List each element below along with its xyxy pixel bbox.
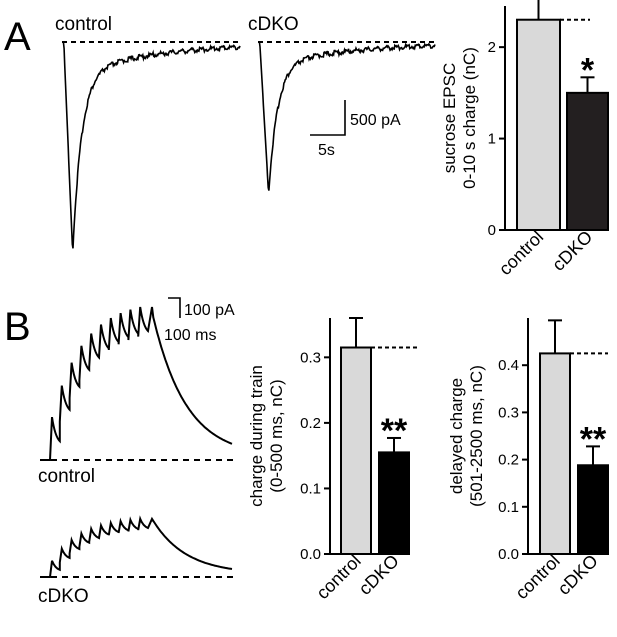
- significance-marker: **: [381, 412, 408, 450]
- panel-a-control-trace: [62, 41, 241, 249]
- category-label-control: control: [511, 551, 563, 603]
- panel-b-control-label: control: [38, 466, 95, 487]
- y-tick-label: 0.1: [498, 499, 519, 516]
- category-label-control: control: [495, 227, 547, 279]
- panel-a-scale-bar: [310, 100, 346, 136]
- panel-b-cdko-label: cDKO: [38, 586, 89, 607]
- y-tick-label: 0: [488, 222, 496, 239]
- y-tick-label: 1: [488, 131, 496, 148]
- bar-cdko: [378, 451, 410, 555]
- panel-b-scale-bar: [168, 297, 181, 318]
- panel-a-control-label: control: [55, 14, 112, 35]
- panel-a-cdko-trace: [258, 41, 436, 191]
- y-tick-label: 0.2: [300, 415, 321, 432]
- category-label-cdko: cDKO: [548, 227, 596, 275]
- y-tick-label: 0.4: [498, 357, 519, 374]
- y-tick-label: 0.0: [498, 546, 519, 563]
- bar-cdko: [577, 464, 609, 556]
- significance-marker: *: [581, 51, 595, 89]
- chart-sucrose-epsc: control cDKO * 0 1 2 sucrose EPSC 0-10 s charge…: [440, 0, 609, 279]
- y-tick-label: 0.3: [300, 349, 321, 366]
- y-axis-title-line-1: charge during train: [247, 365, 266, 507]
- panel-b-scale-y-label: 100 pA: [184, 302, 235, 319]
- y-axis-title-line-2: 0-10 s charge (nC): [460, 47, 479, 189]
- bar-control: [516, 18, 561, 232]
- panel-b-control-trace: [40, 306, 233, 461]
- category-label-cdko: cDKO: [355, 551, 403, 599]
- y-axis-title-line-2: (0-500 ms, nC): [267, 379, 286, 492]
- category-label-cdko: cDKO: [554, 551, 602, 599]
- significance-marker: **: [580, 420, 607, 458]
- panel-a-scale-x-label: 5s: [318, 142, 335, 159]
- y-tick-label: 0.1: [300, 480, 321, 497]
- panel-b-scale-x-label: 100 ms: [164, 327, 216, 344]
- y-tick-label: 0.3: [498, 404, 519, 421]
- bar-control: [340, 346, 372, 555]
- y-axis-title-line-1: sucrose EPSC: [440, 63, 459, 174]
- panel-a-cdko-label: cDKO: [248, 14, 299, 35]
- panel-b-cdko-trace: [40, 515, 233, 578]
- bar-control: [539, 352, 571, 555]
- y-axis-title-line-1: delayed charge: [447, 378, 466, 494]
- panel-a-letter: A: [4, 15, 31, 59]
- y-tick-label: 0.2: [498, 452, 519, 469]
- y-tick-label: 2: [488, 39, 496, 56]
- y-axis-title-line-2: (501-2500 ms, nC): [467, 365, 486, 507]
- bar-cdko: [566, 91, 609, 231]
- panel-a-scale-y-label: 500 pA: [350, 112, 401, 129]
- panel-b-letter: B: [4, 305, 31, 349]
- y-tick-label: 0.0: [300, 546, 321, 563]
